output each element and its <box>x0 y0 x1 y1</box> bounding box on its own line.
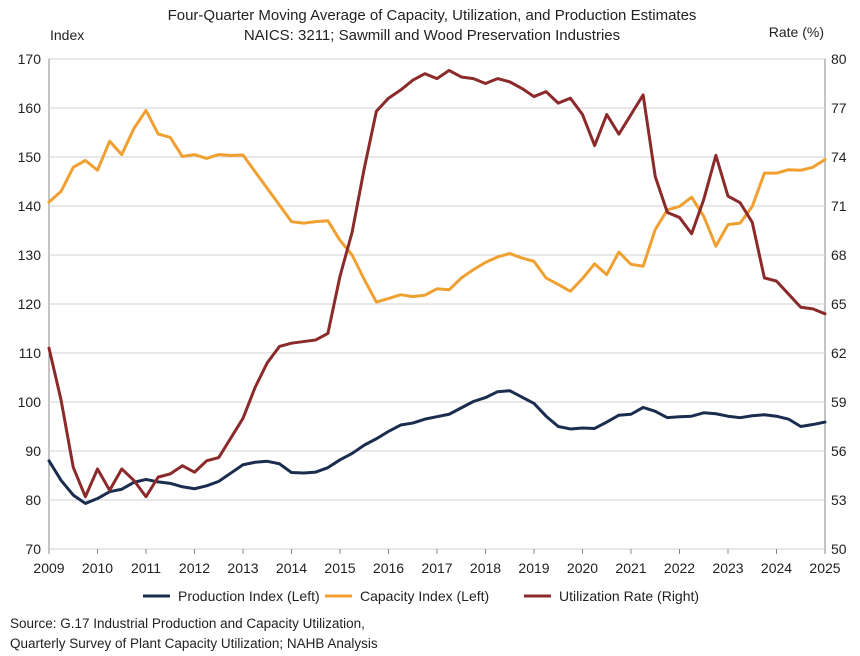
left-tick-label: 150 <box>18 149 42 165</box>
right-tick-label: 59 <box>831 394 847 410</box>
capacity-index-line <box>47 108 827 304</box>
x-tick-label: 2020 <box>567 560 598 576</box>
right-tick-label: 53 <box>831 492 847 508</box>
left-tick-label: 140 <box>18 198 42 214</box>
x-tick-label: 2011 <box>131 560 161 576</box>
source-line-2: Quarterly Survey of Plant Capacity Utili… <box>10 636 378 651</box>
x-tick-label: 2025 <box>809 560 840 576</box>
x-tick-label: 2019 <box>518 560 549 576</box>
right-tick-label: 71 <box>831 198 847 214</box>
x-tick-label: 2017 <box>421 560 452 576</box>
x-tick-label: 2021 <box>615 560 646 576</box>
utilization-rate-line <box>47 68 827 499</box>
x-tick-label: 2012 <box>179 560 210 576</box>
right-tick-label: 56 <box>831 443 847 459</box>
left-tick-label: 160 <box>18 100 42 116</box>
x-tick-label: 2015 <box>324 560 355 576</box>
source-line-1: Source: G.17 Industrial Production and C… <box>10 616 365 631</box>
left-axis-label: Index <box>50 27 84 43</box>
x-tick-label: 2009 <box>33 560 64 576</box>
left-tick-label: 100 <box>18 394 42 410</box>
right-tick-label: 77 <box>831 100 847 116</box>
x-tick-label: 2014 <box>276 560 307 576</box>
left-tick-label: 110 <box>19 345 42 361</box>
x-tick-label: 2023 <box>712 560 743 576</box>
right-tick-label: 65 <box>831 296 847 312</box>
chart-title: Four-Quarter Moving Average of Capacity,… <box>168 7 697 24</box>
right-axis-label: Rate (%) <box>769 24 824 40</box>
x-tick-label: 2010 <box>82 560 113 576</box>
legend-label-capacity: Capacity Index (Left) <box>360 588 489 604</box>
left-tick-label: 120 <box>18 296 42 312</box>
x-tick-label: 2013 <box>227 560 258 576</box>
legend-label-production: Production Index (Left) <box>178 588 320 604</box>
x-tick-label: 2022 <box>664 560 695 576</box>
x-tick-label: 2016 <box>373 560 404 576</box>
right-tick-label: 50 <box>831 541 847 557</box>
left-tick-label: 170 <box>18 51 42 67</box>
right-tick-label: 80 <box>831 51 847 67</box>
left-tick-label: 90 <box>25 443 41 459</box>
chart-subtitle: NAICS: 3211; Sawmill and Wood Preservati… <box>244 27 620 44</box>
legend-label-utilization: Utilization Rate (Right) <box>559 588 699 604</box>
left-tick-label: 130 <box>18 247 42 263</box>
left-tick-label: 80 <box>25 492 41 508</box>
right-tick-label: 62 <box>831 345 847 361</box>
production-index-line <box>47 389 827 505</box>
left-tick-label: 70 <box>25 541 41 557</box>
right-tick-label: 68 <box>831 247 847 263</box>
x-tick-label: 2018 <box>470 560 501 576</box>
legend: Production Index (Left) Capacity Index (… <box>143 588 699 604</box>
x-tick-label: 2024 <box>761 560 792 576</box>
right-tick-label: 74 <box>831 149 847 165</box>
